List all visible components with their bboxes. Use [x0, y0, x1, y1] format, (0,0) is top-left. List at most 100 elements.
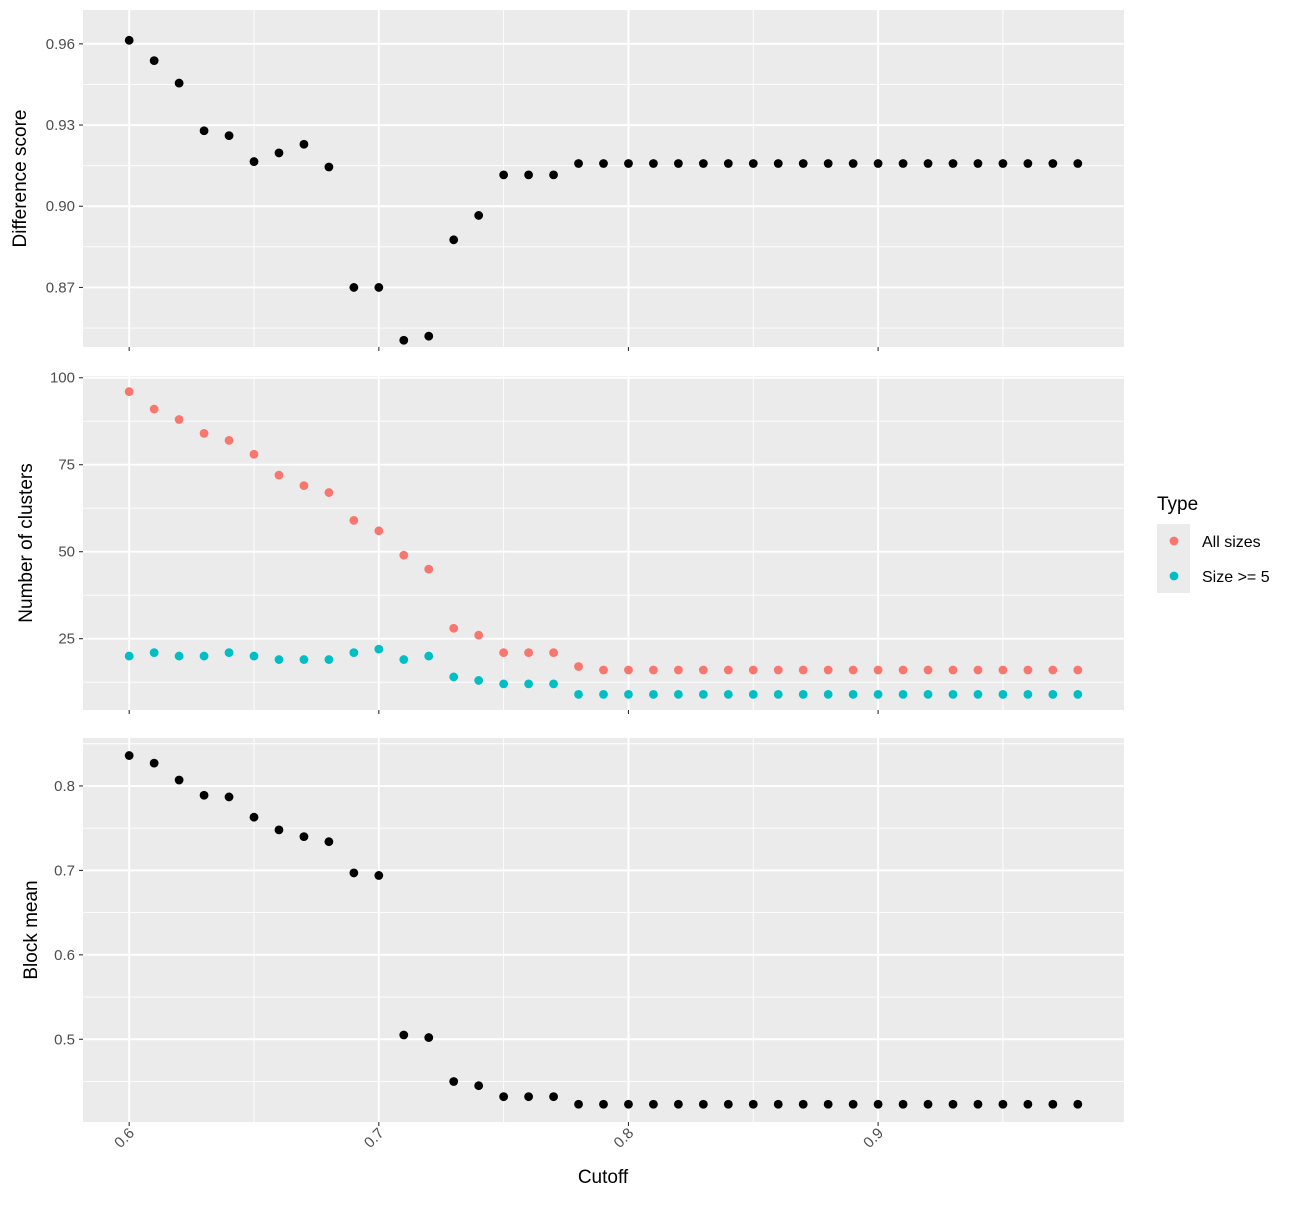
data-point: [723, 1099, 733, 1109]
data-point: [174, 651, 184, 661]
data-point: [649, 1099, 658, 1109]
data-point: [124, 651, 134, 661]
data-point: [973, 665, 983, 675]
data-point: [199, 651, 209, 661]
panel-background: [83, 738, 1124, 1122]
data-point: [124, 751, 134, 760]
data-point: [349, 283, 359, 292]
data-point: [998, 1099, 1008, 1109]
data-point: [149, 648, 159, 657]
data-point: [349, 515, 359, 525]
data-point: [574, 1099, 583, 1109]
data-point: [299, 139, 309, 149]
data-point: [998, 159, 1008, 168]
data-point: [673, 1099, 683, 1109]
data-point: [199, 429, 209, 438]
data-point: [574, 159, 583, 168]
data-point: [698, 159, 708, 168]
data-point: [773, 1099, 783, 1109]
y-tick-label: 0.90: [46, 198, 75, 215]
data-point: [973, 689, 983, 699]
data-point: [1023, 665, 1033, 675]
data-point: [549, 679, 558, 689]
data-point: [773, 689, 783, 699]
data-point: [249, 812, 259, 822]
data-point: [249, 449, 259, 459]
data-point: [549, 170, 558, 180]
data-point: [399, 1030, 409, 1040]
data-point: [723, 159, 733, 168]
data-point: [174, 775, 184, 785]
data-point: [224, 131, 234, 140]
data-point: [449, 1077, 459, 1086]
data-point: [449, 672, 459, 682]
data-point: [948, 1099, 958, 1109]
data-point: [424, 1033, 434, 1042]
data-point: [399, 335, 409, 345]
y-axis-title: Difference score: [10, 110, 31, 248]
data-point: [773, 665, 783, 675]
data-point: [524, 648, 534, 657]
legend-label: Size >= 5: [1202, 569, 1270, 586]
panels-layer: 0.87 0.90 0.93 0.96 Difference score 25 50 75 10…: [10, 10, 1124, 1152]
data-point: [1073, 159, 1083, 168]
x-tick-label: 0.8: [611, 1125, 638, 1152]
data-point: [249, 157, 259, 166]
data-point: [574, 662, 583, 671]
data-point: [324, 162, 334, 172]
data-point: [723, 689, 733, 699]
y-tick-label: 0.7: [54, 862, 75, 879]
data-point: [499, 170, 509, 180]
data-point: [524, 1092, 534, 1102]
data-point: [898, 665, 908, 675]
data-point: [124, 35, 134, 45]
data-point: [324, 488, 334, 497]
data-point: [249, 651, 259, 661]
legend-entries: All sizes Size >= 5: [1169, 534, 1270, 586]
data-point: [848, 665, 858, 675]
data-point: [673, 665, 683, 675]
data-point: [324, 655, 334, 664]
legend-key-background: [1157, 524, 1190, 593]
data-point: [1073, 689, 1083, 699]
data-point: [124, 387, 134, 397]
data-point: [499, 1092, 509, 1102]
data-point: [299, 655, 309, 664]
data-point: [624, 159, 633, 168]
data-point: [948, 689, 958, 699]
data-point: [823, 1099, 833, 1109]
data-point: [798, 1099, 808, 1109]
data-point: [499, 648, 509, 657]
y-axis-title: Number of clusters: [16, 463, 37, 622]
data-point: [923, 665, 933, 675]
data-point: [798, 159, 808, 168]
data-point: [349, 648, 359, 657]
data-point: [174, 415, 184, 424]
data-point: [748, 159, 758, 168]
panel-1: 0.87 0.90 0.93 0.96 Difference score: [10, 10, 1124, 351]
data-point: [624, 689, 633, 699]
data-point: [199, 126, 209, 136]
data-point: [199, 790, 209, 800]
data-point: [923, 689, 933, 699]
y-tick-label: 0.8: [54, 778, 75, 795]
data-point: [599, 665, 608, 675]
data-point: [274, 825, 284, 835]
data-point: [299, 481, 309, 490]
data-point: [524, 679, 534, 689]
data-point: [649, 665, 658, 675]
data-point: [1023, 159, 1033, 168]
data-point: [574, 689, 583, 699]
data-point: [848, 159, 858, 168]
y-tick-label: 50: [58, 544, 75, 561]
data-point: [1023, 689, 1033, 699]
data-point: [998, 665, 1008, 675]
legend-label: All sizes: [1202, 534, 1261, 551]
data-point: [349, 868, 359, 878]
data-point: [549, 1092, 558, 1102]
data-point: [673, 159, 683, 168]
data-point: [698, 1099, 708, 1109]
x-tick-label: 0.6: [111, 1125, 138, 1152]
